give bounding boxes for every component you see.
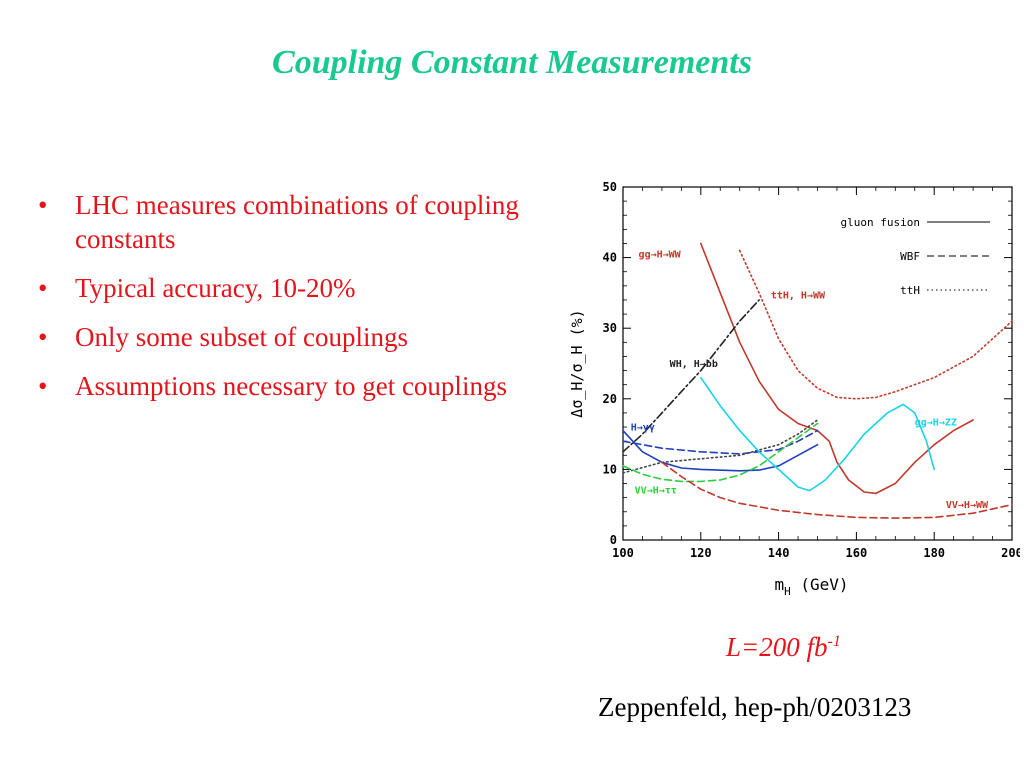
y-tick-label: 0: [610, 533, 617, 547]
luminosity-main: L=200 fb: [726, 632, 828, 662]
luminosity-exponent: -1: [827, 633, 841, 650]
series-line: [622, 299, 760, 453]
x-tick-label: 140: [768, 546, 790, 560]
series-line: [661, 461, 1013, 519]
curve-annotation: gg→H→WW: [639, 250, 682, 261]
curve-annotation: VV→H→WW: [946, 500, 989, 511]
x-tick-label: 160: [846, 546, 868, 560]
reference-citation: Zeppenfeld, hep-ph/0203123: [598, 692, 912, 722]
x-tick-label: 100: [612, 546, 634, 560]
y-tick-label: 50: [603, 180, 617, 194]
bullet-dot-icon: •: [38, 273, 48, 303]
bullet-dot-icon: •: [38, 322, 48, 352]
y-tick-label: 40: [603, 251, 617, 265]
legend-label: gluon fusion: [841, 216, 920, 229]
series-line: [700, 242, 974, 495]
bullet-text: Only some subset of couplings: [75, 322, 408, 352]
legend-label: ttH: [900, 284, 920, 297]
bullet-list: • LHC measures combinations of coupling c…: [30, 188, 530, 418]
x-tick-label: 200: [1001, 546, 1020, 560]
bullet-text: Typical accuracy, 10-20%: [75, 273, 356, 303]
slide-title: Coupling Constant Measurements: [272, 44, 752, 81]
curve-annotation: H→γγ: [631, 423, 655, 434]
x-tick-label: 120: [690, 546, 712, 560]
bullet-item: • Typical accuracy, 10-20%: [30, 271, 530, 305]
bullet-text: LHC measures combinations of coupling co…: [75, 190, 519, 254]
y-axis-label: Δσ_H/σ_H (%): [568, 309, 586, 417]
bullet-dot-icon: •: [38, 190, 48, 220]
y-tick-label: 10: [603, 462, 617, 476]
bullet-item: • Assumptions necessary to get couplings: [30, 369, 530, 403]
y-tick-label: 30: [603, 321, 617, 335]
coupling-accuracy-chart: 100 120 140 160 180 200 0 10 20 30 40 50 mH (GeV) Δσ_…: [568, 180, 1020, 598]
bullet-dot-icon: •: [38, 371, 48, 401]
bullet-item: • LHC measures combinations of coupling c…: [30, 188, 530, 256]
curve-annotation: ttH, H→WW: [771, 291, 826, 302]
curve-annotation: WH, H→bb: [670, 359, 718, 370]
bullet-item: • Only some subset of couplings: [30, 320, 530, 354]
luminosity-label: L=200 fb-1: [726, 632, 841, 663]
x-tick-label: 180: [923, 546, 945, 560]
series-line: [622, 429, 819, 472]
series-line: [622, 429, 819, 455]
series-line: [700, 376, 935, 492]
bullet-text: Assumptions necessary to get couplings: [75, 371, 507, 401]
curve-annotation: VV→H→ττ: [635, 485, 677, 496]
curve-annotation: gg→H→ZZ: [915, 418, 957, 429]
series-line: [738, 249, 1013, 400]
y-tick-label: 20: [603, 392, 617, 406]
series-line: [622, 422, 819, 483]
x-axis-label: mH (GeV): [774, 575, 848, 598]
legend-label: WBF: [900, 250, 920, 263]
